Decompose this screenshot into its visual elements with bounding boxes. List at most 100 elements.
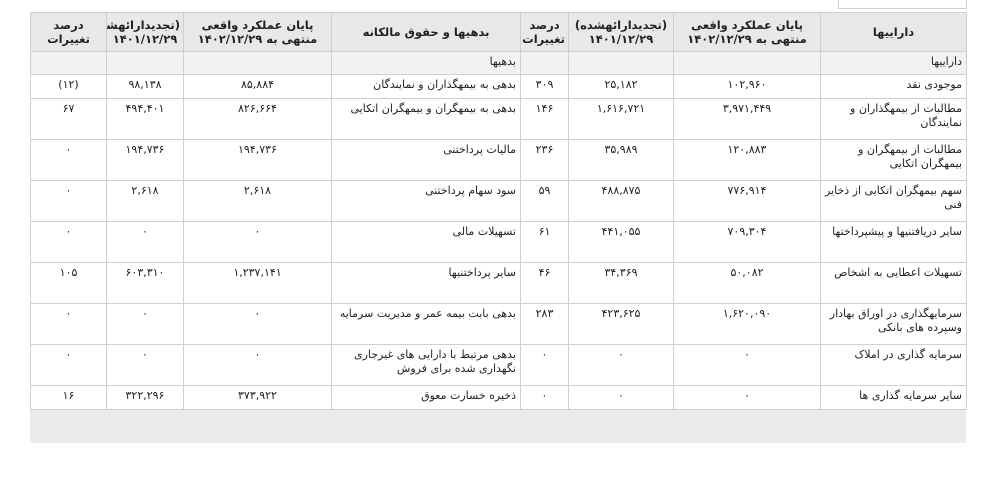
asset-restated-value: ۴۲۳,۶۲۵ bbox=[568, 303, 674, 345]
liability-change-percent: ۱۰۵ bbox=[30, 262, 107, 304]
liability-name: سایر پرداختنیها bbox=[331, 262, 521, 304]
asset-name: مطالبات از بیمهگران و بیمهگران اتکایی bbox=[820, 139, 967, 181]
section-empty-cell bbox=[106, 51, 184, 75]
section-assets-label: داراییها bbox=[820, 51, 967, 75]
section-liabilities-label: بدهیها bbox=[331, 51, 521, 75]
table-row: سایر سرمایه گذاری ها ۰ ۰ ۰ ذخیره خسارت معوق ۳… bbox=[30, 385, 967, 410]
section-empty-cell bbox=[520, 51, 569, 75]
asset-restated-value: ۳۴,۳۶۹ bbox=[568, 262, 674, 304]
header-assets-change: درصد تغییرات bbox=[520, 12, 569, 52]
table-row: سایر دریافتنیها و پیشپرداختها ۷۰۹,۳۰۴ ۴۴۱,… bbox=[30, 221, 967, 263]
liability-actual-value: ۲,۶۱۸ bbox=[183, 180, 332, 222]
asset-name: سرمایهگذاری در اوراق بهادار وسپرده های ب… bbox=[820, 303, 967, 345]
section-empty-cell bbox=[30, 51, 107, 75]
asset-actual-value: ۷۷۶,۹۱۴ bbox=[673, 180, 821, 222]
asset-name: تسهیلات اعطایی به اشخاص bbox=[820, 262, 967, 304]
liability-restated-value: ۴۹۴,۴۰۱ bbox=[106, 98, 184, 140]
asset-restated-value: ۴۴۱,۰۵۵ bbox=[568, 221, 674, 263]
asset-change-percent: ۲۳۶ bbox=[520, 139, 569, 181]
balance-sheet-table: داراییها پایان عملکرد واقعی منتهی به ۱۴۰… bbox=[30, 12, 967, 410]
section-empty-cell bbox=[673, 51, 821, 75]
asset-actual-value: ۱,۶۲۰,۰۹۰ bbox=[673, 303, 821, 345]
liability-actual-value: ۸۲۶,۶۶۴ bbox=[183, 98, 332, 140]
asset-name: سایر دریافتنیها و پیشپرداختها bbox=[820, 221, 967, 263]
asset-restated-value: ۴۸۸,۸۷۵ bbox=[568, 180, 674, 222]
asset-name: موجودی نقد bbox=[820, 74, 967, 99]
liability-restated-value: ۰ bbox=[106, 221, 184, 263]
header-liab-actual: پایان عملکرد واقعی منتهی به ۱۴۰۲/۱۲/۲۹ bbox=[183, 12, 332, 52]
asset-actual-value: ۰ bbox=[673, 385, 821, 410]
asset-change-percent: ۳۰۹ bbox=[520, 74, 569, 99]
asset-actual-value: ۰ bbox=[673, 344, 821, 386]
asset-actual-value: ۱۲۰,۸۸۳ bbox=[673, 139, 821, 181]
liability-name: ذخیره خسارت معوق bbox=[331, 385, 521, 410]
asset-name: سهم بیمهگران اتکایی از ذخایر فنی bbox=[820, 180, 967, 222]
asset-change-percent: ۲۸۳ bbox=[520, 303, 569, 345]
header-assets-actual: پایان عملکرد واقعی منتهی به ۱۴۰۲/۱۲/۲۹ bbox=[673, 12, 821, 52]
liability-actual-value: ۳۷۳,۹۲۲ bbox=[183, 385, 332, 410]
asset-restated-value: ۱,۶۱۶,۷۲۱ bbox=[568, 98, 674, 140]
liability-actual-value: ۰ bbox=[183, 344, 332, 386]
section-empty-cell bbox=[568, 51, 674, 75]
asset-actual-value: ۳,۹۷۱,۴۴۹ bbox=[673, 98, 821, 140]
asset-restated-value: ۰ bbox=[568, 385, 674, 410]
asset-name: سرمایه گذاری در املاک bbox=[820, 344, 967, 386]
header-row: داراییها پایان عملکرد واقعی منتهی به ۱۴۰… bbox=[30, 12, 967, 52]
liability-name: بدهی به بیمهگران و بیمهگران اتکایی bbox=[331, 98, 521, 140]
table-row: مطالبات از بیمهگذاران و نمایندگان ۳,۹۷۱,۴… bbox=[30, 98, 967, 140]
asset-restated-value: ۰ bbox=[568, 344, 674, 386]
header-liabilities: بدهیها و حقوق مالکانه bbox=[331, 12, 521, 52]
liability-restated-value: ۰ bbox=[106, 303, 184, 345]
header-assets: داراییها bbox=[820, 12, 967, 52]
table-row: سرمایهگذاری در اوراق بهادار وسپرده های ب… bbox=[30, 303, 967, 345]
liability-restated-value: ۰ bbox=[106, 344, 184, 386]
header-liab-restated: (تجدیدارائهشده) ۱۴۰۱/۱۲/۲۹ bbox=[106, 12, 184, 52]
liability-restated-value: ۶۰۳,۳۱۰ bbox=[106, 262, 184, 304]
asset-change-percent: ۴۶ bbox=[520, 262, 569, 304]
liability-restated-value: ۹۸,۱۳۸ bbox=[106, 74, 184, 99]
liability-name: تسهیلات مالی bbox=[331, 221, 521, 263]
liability-actual-value: ۰ bbox=[183, 303, 332, 345]
asset-change-percent: ۶۱ bbox=[520, 221, 569, 263]
asset-change-percent: ۵۹ bbox=[520, 180, 569, 222]
table-row: مطالبات از بیمهگران و بیمهگران اتکایی ۱۲۰… bbox=[30, 139, 967, 181]
liability-name: سود سهام پرداختنی bbox=[331, 180, 521, 222]
liability-name: بدهی بابت بیمه عمر و مدیریت سرمایه bbox=[331, 303, 521, 345]
liability-name: مالیات پرداختنی bbox=[331, 139, 521, 181]
table-row: تسهیلات اعطایی به اشخاص ۵۰,۰۸۲ ۳۴,۳۶۹ ۴۶ سای… bbox=[30, 262, 967, 304]
table-row: سهم بیمهگران اتکایی از ذخایر فنی ۷۷۶,۹۱۴ ۴… bbox=[30, 180, 967, 222]
asset-actual-value: ۵۰,۰۸۲ bbox=[673, 262, 821, 304]
asset-change-percent: ۰ bbox=[520, 385, 569, 410]
section-row: داراییها بدهیها bbox=[30, 51, 967, 75]
liability-name: بدهی مرتبط با دارایی های غیرجاری نگهداری… bbox=[331, 344, 521, 386]
asset-restated-value: ۳۵,۹۸۹ bbox=[568, 139, 674, 181]
liability-name: بدهی به بیمهگذاران و نمایندگان bbox=[331, 74, 521, 99]
header-assets-restated: (تجدیدارائهشده) ۱۴۰۱/۱۲/۲۹ bbox=[568, 12, 674, 52]
liability-restated-value: ۳۲۲,۲۹۶ bbox=[106, 385, 184, 410]
liability-change-percent: ۰ bbox=[30, 139, 107, 181]
liability-restated-value: ۱۹۴,۷۳۶ bbox=[106, 139, 184, 181]
table-row: سرمایه گذاری در املاک ۰ ۰ ۰ بدهی مرتبط با دا… bbox=[30, 344, 967, 386]
asset-change-percent: ۱۴۶ bbox=[520, 98, 569, 140]
liability-actual-value: ۱,۲۳۷,۱۴۱ bbox=[183, 262, 332, 304]
asset-actual-value: ۷۰۹,۳۰۴ bbox=[673, 221, 821, 263]
liability-restated-value: ۲,۶۱۸ bbox=[106, 180, 184, 222]
liability-change-percent: ۰ bbox=[30, 344, 107, 386]
top-search-box[interactable] bbox=[838, 0, 967, 9]
asset-actual-value: ۱۰۲,۹۶۰ bbox=[673, 74, 821, 99]
liability-change-percent: ۰ bbox=[30, 180, 107, 222]
table-row: موجودی نقد ۱۰۲,۹۶۰ ۲۵,۱۸۲ ۳۰۹ بدهی به بیمهگذ… bbox=[30, 74, 967, 99]
section-empty-cell bbox=[183, 51, 332, 75]
liability-change-percent: (۱۲) bbox=[30, 74, 107, 99]
liability-change-percent: ۱۶ bbox=[30, 385, 107, 410]
liability-actual-value: ۸۵,۸۸۴ bbox=[183, 74, 332, 99]
balance-sheet-panel: داراییها پایان عملکرد واقعی منتهی به ۱۴۰… bbox=[30, 12, 967, 443]
header-liab-change: درصد تغییرات bbox=[30, 12, 107, 52]
liability-actual-value: ۱۹۴,۷۳۶ bbox=[183, 139, 332, 181]
asset-restated-value: ۲۵,۱۸۲ bbox=[568, 74, 674, 99]
asset-name: مطالبات از بیمهگذاران و نمایندگان bbox=[820, 98, 967, 140]
asset-name: سایر سرمایه گذاری ها bbox=[820, 385, 967, 410]
liability-actual-value: ۰ bbox=[183, 221, 332, 263]
asset-change-percent: ۰ bbox=[520, 344, 569, 386]
liability-change-percent: ۰ bbox=[30, 303, 107, 345]
